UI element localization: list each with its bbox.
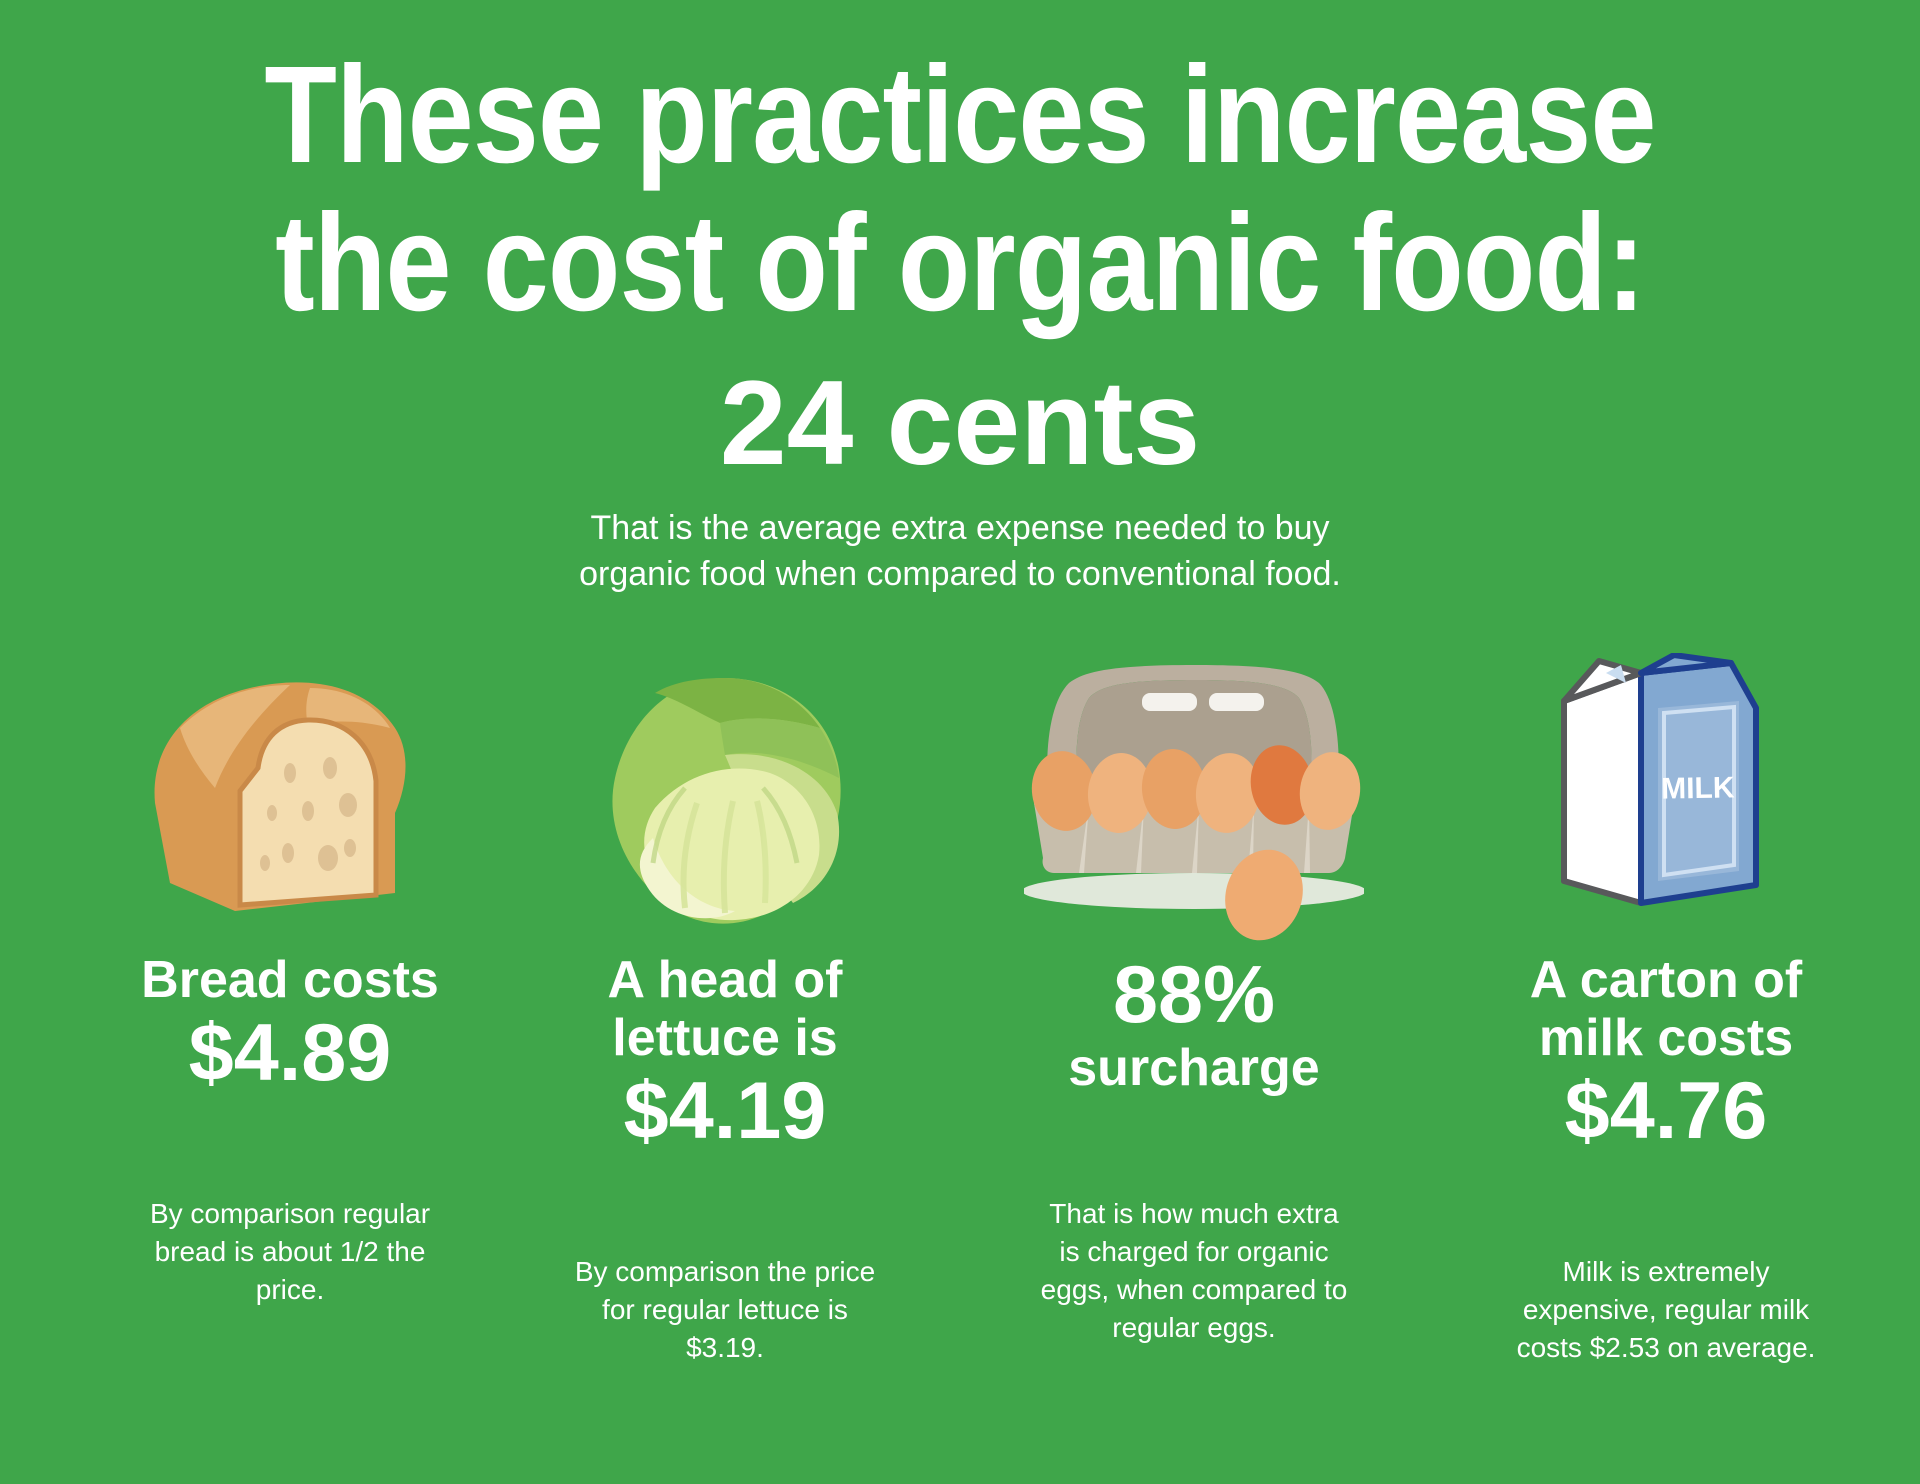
svg-text:MILK: MILK xyxy=(1661,771,1735,805)
